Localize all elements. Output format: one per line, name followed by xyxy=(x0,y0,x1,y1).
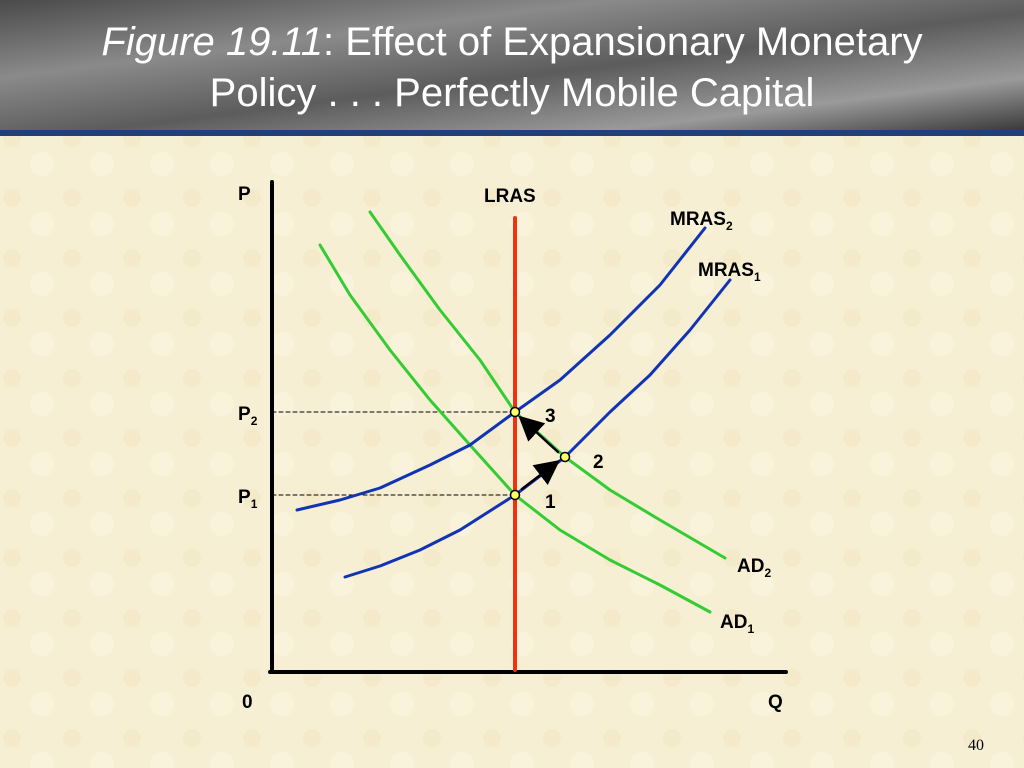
title-text: : Effect of Expansionary Monetary xyxy=(323,20,923,64)
label-subscript: 2 xyxy=(726,219,733,233)
arrow-2-to-3 xyxy=(518,415,560,454)
label-text: MRAS xyxy=(670,209,726,230)
point-2-label: 2 xyxy=(593,452,604,473)
origin-label: 0 xyxy=(242,692,253,713)
header-rule xyxy=(0,130,1024,136)
point-3 xyxy=(509,406,521,418)
label-subscript: 1 xyxy=(251,497,258,511)
label-text: AD xyxy=(737,556,764,577)
title-line-1: Figure 19.11: Effect of Expansionary Mon… xyxy=(101,20,922,64)
x-axis-label: Q xyxy=(768,692,783,713)
point-1-label: 1 xyxy=(545,492,556,513)
label-text: P xyxy=(238,487,251,508)
label-subscript: 2 xyxy=(764,566,771,580)
page-number: 40 xyxy=(968,737,984,754)
mras2-curve xyxy=(295,226,707,512)
p1-label: P1 xyxy=(238,487,258,511)
label-text: MRAS xyxy=(698,260,754,281)
point-2 xyxy=(559,451,571,463)
figure-number: Figure 19.11 xyxy=(101,20,323,64)
mras2-label: MRAS2 xyxy=(670,209,733,233)
p2-label: P2 xyxy=(238,404,258,428)
label-text: AD xyxy=(720,612,747,633)
label-subscript: 2 xyxy=(251,414,258,428)
ad2-label: AD2 xyxy=(737,556,771,580)
label-subscript: 1 xyxy=(747,622,754,636)
label-text: P xyxy=(238,404,251,425)
point-3-label: 3 xyxy=(545,406,556,427)
y-axis-label: P xyxy=(238,184,251,205)
arrow-1-to-2 xyxy=(520,459,560,491)
lras-label: LRAS xyxy=(484,186,536,207)
ad1-label: AD1 xyxy=(720,612,754,636)
title-line-2: Policy . . . Perfectly Mobile Capital xyxy=(210,71,815,115)
header-band xyxy=(0,0,1024,130)
point-1 xyxy=(509,489,521,501)
ad1-curve xyxy=(318,243,712,614)
label-subscript: 1 xyxy=(754,270,761,284)
mras1-label: MRAS1 xyxy=(698,260,761,284)
